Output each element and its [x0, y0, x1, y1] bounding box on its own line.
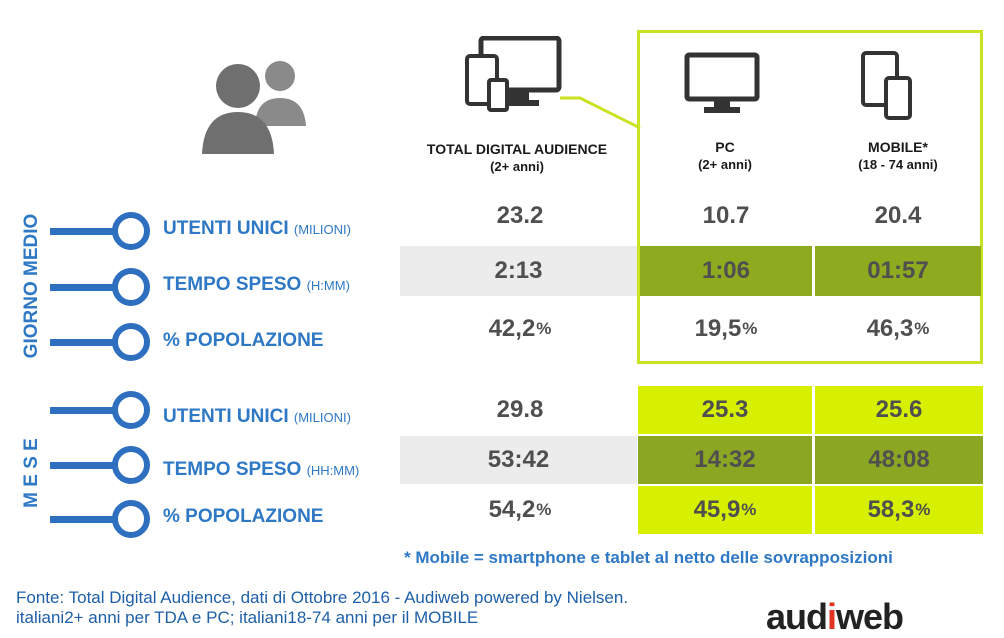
cell-tda-tempo-giorno: 2:13 [400, 246, 637, 296]
cell-mobile-tempo-mese: 48:08 [815, 436, 983, 484]
row-label-popolazione-mese: % POPOLAZIONE [163, 506, 324, 527]
cell-tda-utenti-giorno: 23.2 [496, 202, 544, 229]
cell-mobile-utenti-giorno: 20.4 [874, 202, 922, 229]
frame-connector [560, 96, 641, 130]
row-label-popolazione-giorno: % POPOLAZIONE [163, 330, 324, 351]
timeline-ring [112, 268, 150, 306]
cell-pc-tempo-mese: 14:32 [638, 436, 812, 484]
source-line-1: Fonte: Total Digital Audience, dati di O… [16, 588, 629, 607]
section-label-mese: M E S E [21, 438, 42, 508]
column-header-mobile: MOBILE* (18 - 74 anni) [858, 139, 938, 172]
source-line-2: italiani2+ anni per TDA e PC; italiani18… [16, 608, 479, 627]
timeline-bar [50, 228, 130, 235]
timeline-bar [50, 462, 130, 469]
row-label-tempo-giorno: TEMPO SPESO (H:MM) [163, 274, 350, 295]
cell-tda-utenti-mese: 29.8 [496, 396, 544, 423]
timeline-ring [112, 323, 150, 361]
cell-tda-tempo-mese: 53:42 [400, 436, 637, 484]
cell-mobile-popolazione-mese: 58,3% [815, 486, 983, 534]
cell-tda-popolazione-mese: 54,2% [488, 496, 552, 523]
tablet-phone-icon [861, 51, 912, 120]
multi-device-icon [465, 36, 562, 112]
monitor-icon [684, 52, 760, 113]
users-icon [202, 61, 306, 154]
audiweb-logo: audiweb [766, 596, 904, 637]
cell-pc-tempo-giorno: 1:06 [640, 246, 812, 296]
column-header-tda: TOTAL DIGITAL AUDIENCE (2+ anni) [426, 141, 608, 174]
cell-pc-utenti-mese: 25.3 [638, 386, 812, 434]
timeline-ring [112, 500, 150, 538]
timeline-bar [50, 516, 130, 523]
cell-mobile-popolazione-giorno: 46,3% [866, 315, 930, 342]
footnote: * Mobile = smartphone e tablet al netto … [404, 548, 893, 567]
timeline-ring [112, 391, 150, 429]
timeline-ring [112, 212, 150, 250]
timeline-bar [50, 284, 130, 291]
timeline-bar [50, 339, 130, 346]
cell-tda-popolazione-giorno: 42,2% [488, 315, 552, 342]
row-label-utenti-mese: UTENTI UNICI (MILIONI) [163, 406, 351, 427]
timeline-bar [50, 407, 130, 414]
cell-mobile-tempo-giorno: 01:57 [815, 246, 981, 296]
cell-mobile-utenti-mese: 25.6 [815, 386, 983, 434]
section-label-giorno: GIORNO MEDIO [21, 213, 42, 359]
row-label-tempo-mese: TEMPO SPESO (HH:MM) [163, 459, 360, 480]
cell-pc-utenti-giorno: 10.7 [702, 202, 750, 229]
cell-pc-popolazione-mese: 45,9% [638, 486, 812, 534]
column-header-pc: PC (2+ anni) [698, 139, 752, 172]
highlight-frame [637, 30, 983, 364]
row-label-utenti-giorno: UTENTI UNICI (MILIONI) [163, 218, 351, 239]
timeline-ring [112, 446, 150, 484]
cell-pc-popolazione-giorno: 19,5% [694, 315, 758, 342]
